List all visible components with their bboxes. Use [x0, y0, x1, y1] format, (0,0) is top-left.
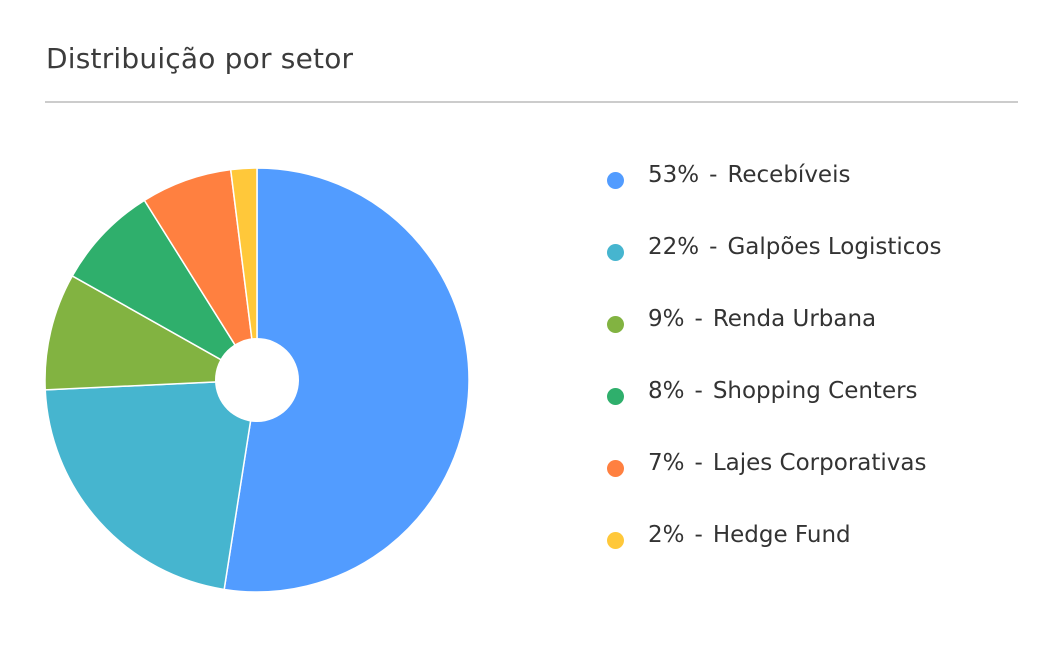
legend-percent: 8%	[648, 378, 685, 404]
legend-category: Galpões Logisticos	[727, 234, 942, 260]
pie-slice-galp-es-logisticos[interactable]	[44, 379, 258, 591]
legend-percent: 9%	[648, 306, 685, 332]
chart-legend: 53% - Recebíveis 22% - Galpões Logisticos 9% - R…	[607, 158, 941, 590]
legend-label: 2% - Hedge Fund	[648, 518, 851, 552]
legend-item[interactable]: 53% - Recebíveis	[607, 158, 941, 230]
legend-item[interactable]: 9% - Renda Urbana	[607, 302, 941, 374]
legend-percent: 7%	[648, 450, 685, 476]
legend-label: 8% - Shopping Centers	[648, 374, 918, 408]
legend-percent: 2%	[648, 522, 685, 548]
title-divider	[45, 101, 1018, 103]
pie-chart	[40, 163, 474, 597]
legend-separator: -	[694, 522, 703, 548]
legend-category: Recebíveis	[727, 162, 851, 188]
legend-label: 53% - Recebíveis	[648, 158, 850, 192]
pie-slice-renda-urbana[interactable]	[44, 274, 260, 391]
legend-separator: -	[709, 162, 718, 188]
legend-color-dot-icon	[607, 172, 624, 189]
legend-percent: 22%	[648, 234, 700, 260]
pie-slice-receb-veis[interactable]	[223, 167, 470, 593]
legend-label: 7% - Lajes Corporativas	[648, 446, 926, 480]
pie-slice-hedge-fund[interactable]	[229, 167, 258, 381]
legend-label: 22% - Galpões Logisticos	[648, 230, 941, 264]
legend-item[interactable]: 2% - Hedge Fund	[607, 518, 941, 590]
legend-color-dot-icon	[607, 460, 624, 477]
legend-color-dot-icon	[607, 532, 624, 549]
legend-category: Hedge Fund	[712, 522, 851, 548]
legend-category: Shopping Centers	[712, 378, 918, 404]
legend-separator: -	[694, 306, 703, 332]
legend-category: Lajes Corporativas	[712, 450, 927, 476]
legend-color-dot-icon	[607, 244, 624, 261]
chart-title: Distribuição por setor	[46, 42, 354, 75]
legend-item[interactable]: 7% - Lajes Corporativas	[607, 446, 941, 518]
legend-color-dot-icon	[607, 316, 624, 333]
legend-separator: -	[694, 378, 703, 404]
legend-label: 9% - Renda Urbana	[648, 302, 876, 336]
pie-chart-svg	[44, 167, 470, 593]
legend-color-dot-icon	[607, 388, 624, 405]
pie-center-hole	[215, 338, 299, 422]
legend-category: Renda Urbana	[712, 306, 877, 332]
pie-slice-shopping-centers[interactable]	[71, 199, 258, 381]
legend-separator: -	[709, 234, 718, 260]
legend-item[interactable]: 22% - Galpões Logisticos	[607, 230, 941, 302]
legend-item[interactable]: 8% - Shopping Centers	[607, 374, 941, 446]
legend-percent: 53%	[648, 162, 700, 188]
legend-separator: -	[694, 450, 703, 476]
